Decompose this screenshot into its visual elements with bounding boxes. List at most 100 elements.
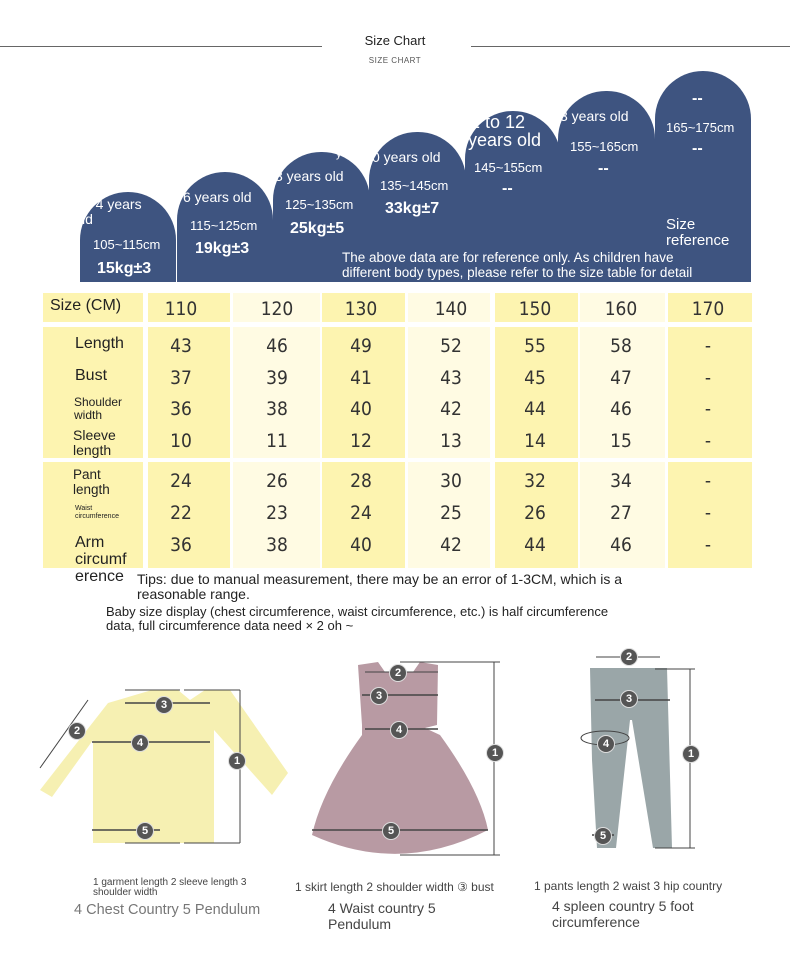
table-cell: -	[704, 534, 712, 556]
measurement-marker: 3	[370, 687, 388, 705]
arch-age: o 4 years	[84, 196, 142, 212]
table-cell: 32	[524, 470, 546, 492]
arch-age: 6 years old	[183, 189, 252, 205]
arch-3	[273, 152, 370, 282]
row-label: Arm circumf erence	[75, 534, 127, 585]
row-label-line: circumference	[75, 513, 119, 520]
table-cell: 36	[170, 534, 192, 556]
column-bg	[148, 293, 230, 322]
column-bg	[408, 462, 490, 568]
arch-height: 135~145cm	[380, 178, 449, 193]
measurement-marker: 1	[228, 752, 246, 770]
table-cell: 38	[266, 398, 288, 420]
table-cell: 47	[610, 367, 632, 389]
table-cell: 43	[440, 367, 462, 389]
arch-weight: --	[692, 140, 703, 157]
label-column-bg	[43, 327, 143, 458]
row-label-line: length	[73, 442, 112, 458]
arch-weight: 15kg±3	[97, 260, 152, 277]
table-cell: 30	[440, 470, 462, 492]
pants-caption-large: 4 spleen country 5 foot circumference	[552, 898, 694, 930]
size-header-label: Size (CM)	[50, 297, 122, 314]
table-cell: 24	[350, 502, 372, 524]
arch-weight: --	[502, 180, 513, 197]
size-header-cell: 160	[604, 298, 638, 320]
row-label: Sleeve length	[73, 428, 116, 458]
arch-age: years old	[468, 130, 542, 150]
arch-age: 0 years old	[372, 149, 441, 165]
arch-age: 3 years old	[560, 108, 629, 124]
table-cell: 24	[170, 470, 192, 492]
pants-caption-small: 1 pants length 2 waist 3 hip country	[534, 879, 722, 893]
table-cell: 49	[350, 335, 372, 357]
row-label-line: Length	[75, 335, 124, 352]
row-label: Pant length	[73, 467, 110, 497]
size-header-cell: 130	[344, 298, 378, 320]
table-cell: 46	[610, 534, 632, 556]
column-bg	[668, 327, 752, 458]
arch-age: y	[336, 148, 342, 160]
row-label: Waist circumference	[75, 505, 119, 521]
table-cell: 34	[610, 470, 632, 492]
header-divider-left	[0, 46, 322, 47]
page-subtitle: SIZE CHART	[368, 56, 422, 65]
measurement-marker: 1	[682, 745, 700, 763]
arch-height: 115~125cm	[190, 218, 258, 233]
table-cell: 46	[610, 398, 632, 420]
reference-note: different body types, please refer to th…	[342, 265, 693, 280]
column-bg	[148, 462, 230, 568]
table-cell: 22	[170, 502, 192, 524]
column-bg	[580, 462, 665, 568]
table-cell: 26	[524, 502, 546, 524]
table-cell: -	[704, 398, 712, 420]
tips-text: Tips: due to manual measurement, there m…	[137, 572, 622, 602]
table-cell: 38	[266, 534, 288, 556]
arch-height: 155~165cm	[570, 139, 639, 154]
arch-1	[80, 192, 176, 282]
row-label-line: Pant	[73, 467, 101, 482]
table-cell: 10	[170, 430, 192, 452]
column-bg	[580, 293, 665, 322]
caption-line: 1 garment length 2 sleeve length 3	[93, 877, 247, 888]
row-label-line: length	[73, 482, 110, 497]
column-bg	[495, 293, 578, 322]
measurement-marker: 4	[390, 721, 408, 739]
column-bg	[322, 293, 405, 322]
column-bg	[495, 327, 578, 458]
row-label-line: Bust	[75, 367, 108, 384]
table-cell: 27	[610, 502, 632, 524]
caption-line: shoulder width	[93, 887, 158, 898]
row-label-line: width	[74, 408, 103, 422]
arch-5	[465, 111, 561, 282]
column-bg	[495, 462, 578, 568]
table-cell: -	[704, 502, 712, 524]
caption-line: 4 spleen country 5 foot	[552, 898, 694, 914]
table-cell: 13	[440, 430, 462, 452]
table-cell: 41	[350, 367, 372, 389]
arch-6	[558, 91, 655, 282]
row-label-line: Sleeve	[73, 427, 116, 443]
arch-7	[655, 71, 751, 282]
column-bg	[408, 327, 490, 458]
arch-weight: 33kg±7	[385, 200, 440, 217]
table-cell: 42	[440, 534, 462, 556]
column-bg	[668, 293, 752, 322]
top-caption-small: 1 garment length 2 sleeve length 3 shoul…	[93, 878, 246, 898]
table-cell: 12	[350, 430, 372, 452]
table-cell: 52	[440, 335, 462, 357]
size-header-cell: 110	[164, 298, 198, 320]
top-caption-large: 4 Chest Country 5 Pendulum	[74, 902, 260, 918]
baby-note: Baby size display (chest circumference, …	[106, 605, 608, 633]
size-header-cell: 120	[260, 298, 294, 320]
arch-age: 1 to 12	[470, 112, 526, 132]
measurement-marker: 2	[389, 664, 407, 682]
table-cell: 23	[266, 502, 288, 524]
row-label-line: Waist	[75, 505, 93, 512]
caption-line: circumference	[552, 914, 640, 930]
column-bg	[322, 462, 405, 568]
table-cell: 40	[350, 534, 372, 556]
caption-line: 4 Waist country 5	[328, 900, 436, 916]
table-cell: 46	[266, 335, 288, 357]
measurement-marker: 5	[136, 822, 154, 840]
